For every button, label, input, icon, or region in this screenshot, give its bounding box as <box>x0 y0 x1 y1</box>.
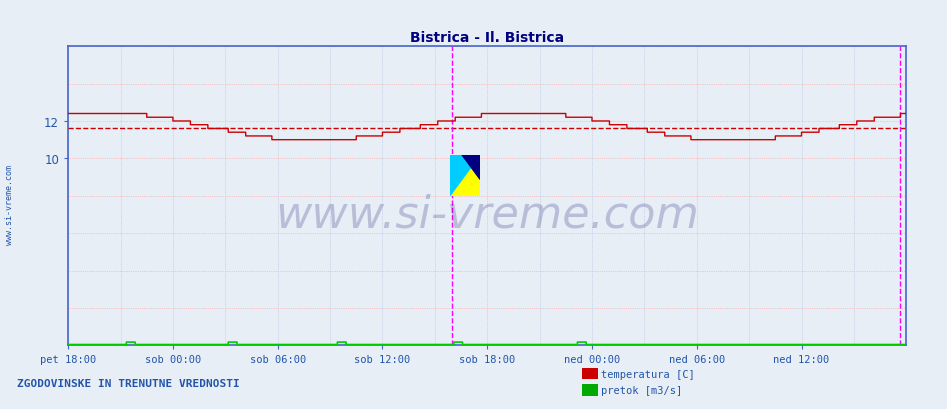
Text: temperatura [C]: temperatura [C] <box>601 369 695 379</box>
Polygon shape <box>450 155 480 196</box>
Text: www.si-vreme.com: www.si-vreme.com <box>5 164 14 245</box>
Text: www.si-vreme.com: www.si-vreme.com <box>276 193 699 236</box>
Text: pretok [m3/s]: pretok [m3/s] <box>601 385 683 395</box>
Polygon shape <box>462 155 480 180</box>
Text: ZGODOVINSKE IN TRENUTNE VREDNOSTI: ZGODOVINSKE IN TRENUTNE VREDNOSTI <box>17 378 240 389</box>
Title: Bistrica - Il. Bistrica: Bistrica - Il. Bistrica <box>410 31 564 45</box>
